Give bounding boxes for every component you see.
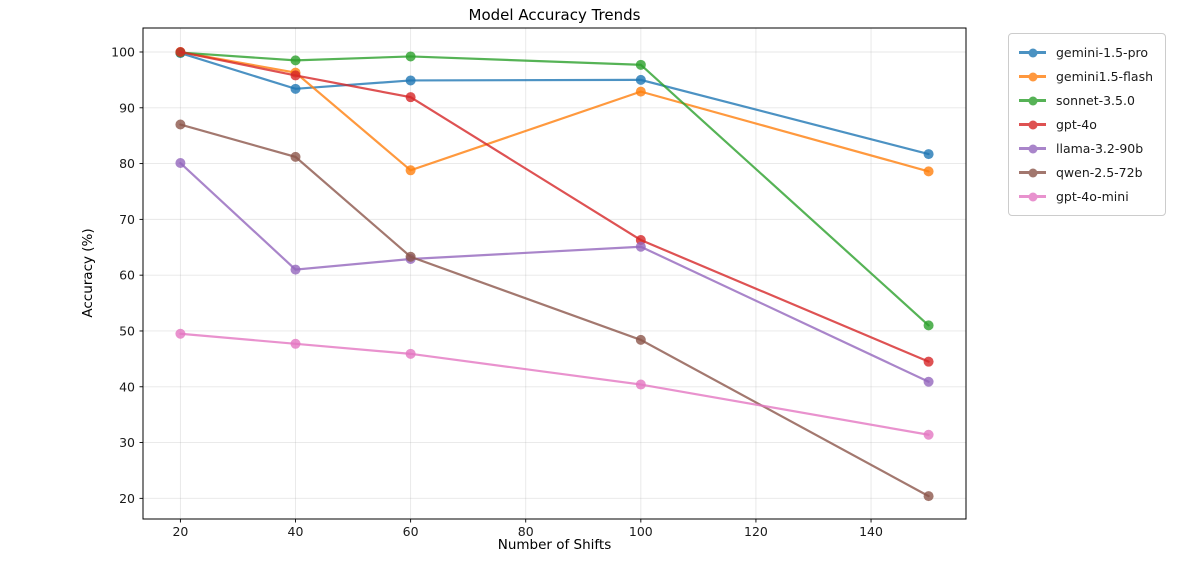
legend: gemini-1.5-pro gemini1.5-flash sonnet-3.5.… [1008,33,1167,216]
series-line-gemini-1.5-pro [179,52,930,156]
x-tick-label: 60 [403,524,419,539]
legend-line-swatch [1019,48,1046,57]
y-tick-label: 30 [119,435,135,450]
y-tick-label: 90 [119,100,135,115]
data-point-llama-3.2-90b [290,264,301,275]
data-point-qwen-2.5-72b [290,151,301,162]
data-point-llama-3.2-90b [923,376,934,387]
legend-label: gpt-4o-mini [1056,189,1129,204]
legend-label: gemini1.5-flash [1056,69,1154,84]
y-tick-label: 100 [111,44,135,59]
data-point-gpt-4o [405,92,416,103]
legend-label: qwen-2.5-72b [1056,165,1143,180]
data-point-qwen-2.5-72b [175,119,186,130]
legend-item-qwen-2.5-72b: qwen-2.5-72b [1019,163,1153,182]
y-tick-label: 20 [119,491,135,506]
legend-item-gpt-4o: gpt-4o [1019,115,1153,134]
legend-label: sonnet-3.5.0 [1056,93,1135,108]
data-point-gpt-4o-mini [405,348,416,359]
x-tick-label: 80 [518,524,534,539]
legend-line-swatch [1019,168,1046,177]
legend-line-swatch [1019,144,1046,153]
legend-line-swatch [1019,96,1046,105]
series-line-gpt-4o [179,50,930,363]
data-point-qwen-2.5-72b [923,491,934,502]
legend-marker-dot [1028,192,1037,201]
x-axis-label: Number of Shifts [497,537,612,553]
data-point-gemini-1.5-pro [635,74,646,85]
data-point-gemini1.5-flash [923,166,934,177]
y-tick-label: 70 [119,212,135,227]
data-point-sonnet-3.5.0 [635,59,646,70]
data-point-sonnet-3.5.0 [923,320,934,331]
data-point-llama-3.2-90b [635,241,646,252]
data-point-gpt-4o [290,70,301,81]
x-tick-label: 40 [288,524,304,539]
legend-line-swatch [1019,192,1046,201]
legend-item-gemini1.5-flash: gemini1.5-flash [1019,67,1153,86]
data-point-qwen-2.5-72b [405,251,416,262]
legend-marker-dot [1028,72,1037,81]
legend-label: gemini-1.5-pro [1056,45,1149,60]
data-point-qwen-2.5-72b [635,334,646,345]
data-point-gemini1.5-flash [635,86,646,97]
y-tick-label: 50 [119,323,135,338]
x-tick-label: 100 [629,524,653,539]
data-point-gpt-4o [175,46,186,57]
plot-spines [142,27,967,520]
x-tick-label: 140 [859,524,883,539]
legend-line-swatch [1019,120,1046,129]
x-tick-label: 20 [172,524,188,539]
legend-label: llama-3.2-90b [1056,141,1144,156]
data-point-gemini-1.5-pro [405,75,416,86]
data-point-gpt-4o [923,356,934,367]
data-point-gemini-1.5-pro [923,149,934,160]
legend-marker-dot [1028,48,1037,57]
y-tick-label: 60 [119,268,135,283]
legend-item-sonnet-3.5.0: sonnet-3.5.0 [1019,91,1153,110]
y-tick-label: 80 [119,156,135,171]
data-point-sonnet-3.5.0 [290,55,301,66]
series-line-sonnet-3.5.0 [179,51,930,327]
data-point-sonnet-3.5.0 [405,51,416,62]
legend-marker-dot [1028,168,1037,177]
series-line-gpt-4o-mini [179,332,930,436]
chart-title: Model Accuracy Trends [468,6,641,24]
x-tick-label: 120 [744,524,768,539]
data-point-gpt-4o-mini [175,328,186,339]
legend-item-gpt-4o-mini: gpt-4o-mini [1019,187,1153,206]
series-line-qwen-2.5-72b [179,123,930,498]
y-tick-label: 40 [119,379,135,394]
data-point-gpt-4o-mini [923,429,934,440]
data-point-gemini1.5-flash [405,165,416,176]
legend-item-gemini-1.5-pro: gemini-1.5-pro [1019,43,1153,62]
legend-marker-dot [1028,120,1037,129]
data-point-llama-3.2-90b [175,158,186,169]
legend-line-swatch [1019,72,1046,81]
data-point-gemini-1.5-pro [290,83,301,94]
legend-marker-dot [1028,96,1037,105]
data-point-gpt-4o-mini [290,338,301,349]
data-point-gpt-4o-mini [635,379,646,390]
legend-item-llama-3.2-90b: llama-3.2-90b [1019,139,1153,158]
y-axis-label: Accuracy (%) [80,228,96,318]
legend-marker-dot [1028,144,1037,153]
legend-label: gpt-4o [1056,117,1097,132]
